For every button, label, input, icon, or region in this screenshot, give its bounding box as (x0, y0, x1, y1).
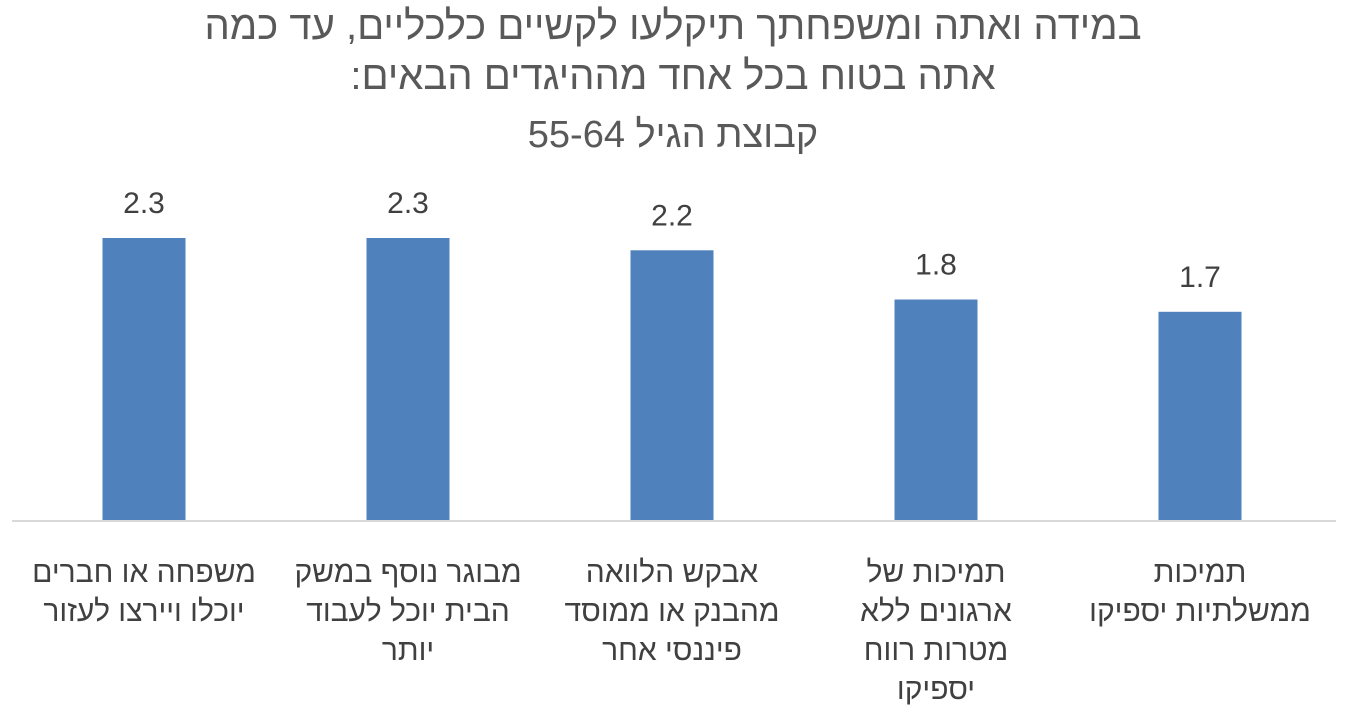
category-label-1: משפחה או חברים יוכלו ויירצו לעזור (13, 553, 275, 631)
data-label-3: 2.2 (651, 199, 693, 232)
category-label-line: אבקש הלוואה (585, 556, 759, 589)
chart-title-line-2: אתה בטוח בכל אחד מההיגדים הבאים: (350, 54, 996, 98)
category-label-line: פיננסי אחר (602, 634, 742, 667)
category-label-4: תמיכות של ארגונים ללא מטרות רווח יספיקו (805, 553, 1067, 709)
category-label-line: מהבנק או ממוסד (564, 595, 780, 628)
bar-5 (1158, 311, 1242, 521)
bar-3 (630, 250, 714, 522)
category-label-3: אבקש הלוואה מהבנק או ממוסד פיננסי אחר (541, 553, 803, 670)
category-label-line: יוכלו ויירצו לעזור (43, 595, 245, 628)
data-label-1: 2.3 (123, 187, 165, 220)
category-label-line: יספיקו (896, 673, 976, 706)
bar-2 (366, 238, 450, 521)
category-label-2: מבוגר נוסף במשק הבית יוכל לעבוד יותר (277, 553, 539, 670)
category-label-line: תמיכות (1153, 556, 1247, 589)
data-label-5: 1.7 (1179, 261, 1221, 294)
category-label-line: ממשלתיות יספיקו (1089, 595, 1311, 628)
category-label-line: מטרות רווח (863, 634, 1009, 667)
category-label-line: ארגונים ללא (860, 595, 1012, 628)
category-label-5: תמיכות ממשלתיות יספיקו (1069, 553, 1331, 631)
chart-subtitle: קבוצת הגיל 55-64 (527, 114, 819, 156)
bar-1 (102, 238, 186, 521)
category-label-line: מבוגר נוסף במשק (294, 556, 522, 589)
chart-title-line-1: במידה ואתה ומשפחתך תיקלעו לקשיים כלכליים… (204, 4, 1142, 48)
category-label-line: משפחה או חברים (32, 556, 256, 589)
bar-4 (894, 299, 978, 521)
category-label-line: תמיכות של (866, 556, 1006, 589)
data-label-2: 2.3 (387, 187, 429, 220)
category-label-line: יותר (381, 634, 435, 667)
category-label-line: הבית יוכל לעבוד (306, 595, 510, 628)
data-label-4: 1.8 (915, 249, 957, 282)
